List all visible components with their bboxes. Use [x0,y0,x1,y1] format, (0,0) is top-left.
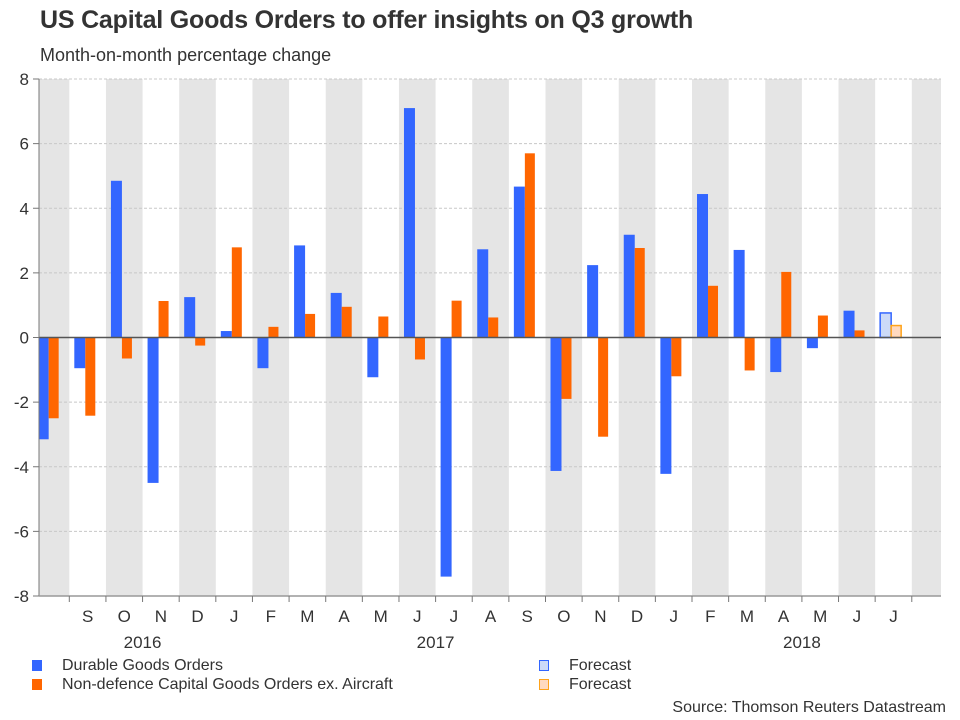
bar-nondefence [854,330,865,338]
y-tick-label: 4 [20,199,29,218]
x-tick-label: M [374,607,388,626]
bar-nondefence [488,317,499,338]
bar-durable [74,337,86,369]
bar-nondefence [231,247,242,338]
bar-durable [660,337,672,474]
bar-nondefence [268,326,279,338]
legend-label: Durable Goods Orders [62,657,223,674]
x-tick-label: J [450,607,459,626]
x-tick-label: A [778,607,790,626]
x-tick-label: J [889,607,898,626]
x-tick-label: F [705,607,715,626]
bar-durable [550,337,562,471]
bar-durable [623,234,635,338]
x-tick-label: N [594,607,606,626]
bar-nondefence [378,316,389,338]
legend-label: Forecast [569,676,632,693]
bar-nondefence [634,247,645,338]
bar-nondefence [708,285,719,338]
x-tick-label: J [853,607,862,626]
bar-nondefence [524,153,535,338]
x-tick-label: M [813,607,827,626]
x-tick-label: N [155,607,167,626]
y-tick-label: 2 [20,264,29,283]
bar-nondefence [671,337,682,377]
bar-nondefence [195,337,206,346]
bar-nondefence [341,306,352,338]
source-note: Source: Thomson Reuters Datastream [672,699,946,716]
bar-durable [513,186,525,338]
bar-nondefence [121,337,132,359]
legend-swatch-forecast-nondefence [539,679,549,690]
bar-nondefence [305,313,316,338]
y-tick-label: -6 [14,522,29,541]
bar-durable [110,180,122,338]
bar-nondefence [451,300,462,338]
bar-durable [147,337,159,483]
year-label: 2017 [417,633,455,652]
year-label: 2018 [783,633,821,652]
x-tick-label: O [557,607,570,626]
bar-durable [39,337,49,440]
legend-swatch-nondefence [32,679,42,690]
x-tick-label: D [191,607,203,626]
y-tick-label: -4 [14,458,29,477]
bar-nondefence [158,300,169,338]
bar-durable [330,292,342,338]
legend-label: Forecast [569,657,632,674]
chart-title: US Capital Goods Orders to offer insight… [40,6,694,34]
x-tick-label: A [338,607,350,626]
legend-swatch-durable [32,660,42,671]
bar-durable [806,337,818,349]
bar-durable [733,249,745,338]
bar-durable [440,337,452,577]
y-tick-label: -2 [14,393,29,412]
bar-durable [477,249,489,338]
bar-durable [843,310,855,338]
axes [33,78,941,602]
bar-nondefence [48,337,59,419]
bar-nondefence [817,315,828,338]
bar-nondefence [85,337,96,416]
bar-durable [587,265,599,338]
bar-forecast_durable [879,312,892,339]
y-tick-label: -8 [14,587,29,606]
bar-durable [403,108,415,338]
y-tick-label: 6 [20,135,29,154]
x-tick-label: A [485,607,497,626]
bar-durable [220,331,232,338]
bar-durable [184,297,196,338]
bars [39,108,902,577]
bar-nondefence [744,337,755,371]
bar-nondefence [414,337,425,360]
bar-durable [770,337,782,373]
bar-nondefence [781,271,792,338]
x-tick-label: F [266,607,276,626]
x-tick-labels: S O N D J F M A M J J A S O N D J F M A M J J 2016 2017 2018 [82,607,898,652]
chart-subtitle: Month-on-month percentage change [40,45,332,65]
x-tick-label: S [522,607,533,626]
bar-nondefence [561,337,572,399]
legend-swatch-forecast-durable [539,660,549,671]
x-tick-label: M [300,607,314,626]
x-tick-label: O [118,607,131,626]
x-tick-label: J [669,607,678,626]
y-tick-labels: -8 -6 -4 -2 0 2 4 6 8 [14,70,29,606]
y-tick-label: 0 [20,329,29,348]
bar-nondefence [598,337,609,437]
x-tick-label: M [740,607,754,626]
x-tick-label: J [230,607,239,626]
x-tick-label: J [413,607,422,626]
year-label: 2016 [124,633,162,652]
bar-durable [257,337,269,369]
y-tick-label: 8 [20,70,29,89]
bar-durable [697,194,709,338]
x-tick-label: S [82,607,93,626]
bar-durable [367,337,379,378]
bar-forecast_nondefence [890,324,902,339]
x-tick-label: D [631,607,643,626]
legend-label: Non-defence Capital Goods Orders ex. Air… [62,676,393,693]
bar-durable [294,245,306,338]
